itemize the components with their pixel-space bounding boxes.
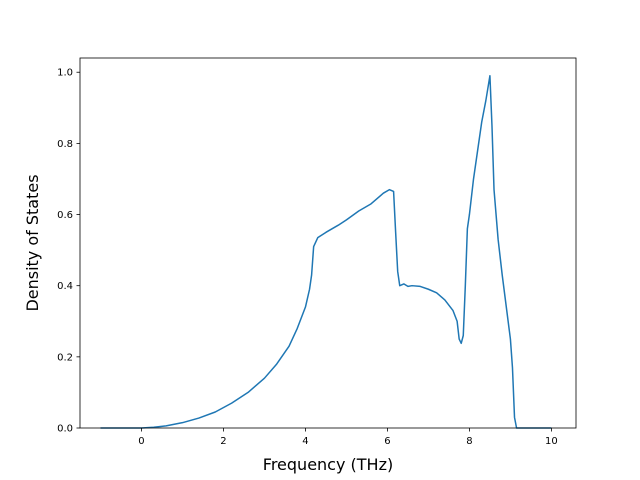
y-tick-label: 0.4 [57, 281, 73, 292]
y-tick-label: 0.6 [57, 210, 73, 221]
x-tick-label: 4 [302, 436, 308, 447]
x-tick-label: 0 [138, 436, 144, 447]
dos-series-line [100, 75, 552, 429]
plot-frame [79, 57, 577, 429]
x-axis-label: Frequency (THz) [263, 455, 393, 474]
x-axis-ticks: 0 2 4 6 8 10 [138, 428, 558, 447]
y-tick-label: 0.0 [57, 424, 73, 435]
y-axis-ticks: 0.0 0.2 0.4 0.6 0.8 1.0 [57, 68, 80, 435]
x-tick-label: 6 [384, 436, 390, 447]
x-tick-label: 8 [466, 436, 472, 447]
x-tick-label: 10 [545, 436, 558, 447]
series-layer [100, 75, 552, 429]
y-axis-label: Density of States [23, 174, 42, 311]
y-tick-label: 0.8 [57, 139, 73, 150]
x-tick-label: 2 [220, 436, 226, 447]
plot-area [80, 58, 576, 428]
y-tick-label: 0.2 [57, 352, 73, 363]
y-tick-label: 1.0 [57, 68, 73, 79]
